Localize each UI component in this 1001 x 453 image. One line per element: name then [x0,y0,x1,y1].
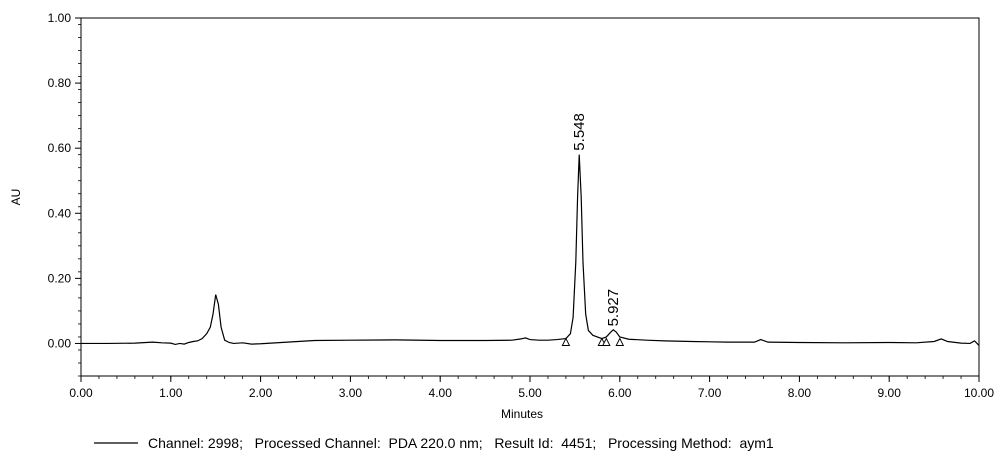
y-tick-label: 0.80 [48,76,72,90]
legend-text: Channel: 2998; Processed Channel: PDA 22… [148,435,774,451]
y-axis-title: AU [9,189,23,206]
x-tick-label: 3.00 [339,386,363,400]
peak-label: 5.548 [571,113,588,151]
peak-label: 5.927 [605,289,622,327]
x-axis: 0.00 1.00 2.00 3.00 4.00 5.00 6.00 7.00 8.00 9.00… [69,376,994,400]
x-tick-label: 6.00 [608,386,632,400]
x-tick-label: 0.00 [69,386,93,400]
x-tick-label: 10.00 [964,386,994,400]
x-axis-title: Minutes [501,407,543,421]
peak-labels: 5.548 5.927 [571,113,622,326]
x-tick-label: 7.00 [698,386,722,400]
x-tick-label: 4.00 [429,386,453,400]
baseline-marker [615,337,625,346]
chromatogram-trace [81,154,980,346]
x-tick-label: 1.00 [159,386,183,400]
y-tick-label: 0.20 [48,271,72,285]
baseline-markers [561,337,625,346]
y-tick-label: 0.40 [48,206,72,220]
x-tick-label: 2.00 [249,386,273,400]
x-tick-label: 8.00 [788,386,812,400]
y-tick-label: 0.60 [48,141,72,155]
x-tick-label: 9.00 [878,386,902,400]
x-tick-label: 5.00 [518,386,542,400]
baseline-marker [602,337,611,346]
baseline-marker [561,337,571,346]
y-tick-label: 0.00 [48,336,72,350]
plot-frame [80,17,980,377]
y-tick-label: 1.00 [48,11,72,25]
y-axis: 0.00 0.20 0.40 0.60 0.80 1.00 [48,11,81,377]
